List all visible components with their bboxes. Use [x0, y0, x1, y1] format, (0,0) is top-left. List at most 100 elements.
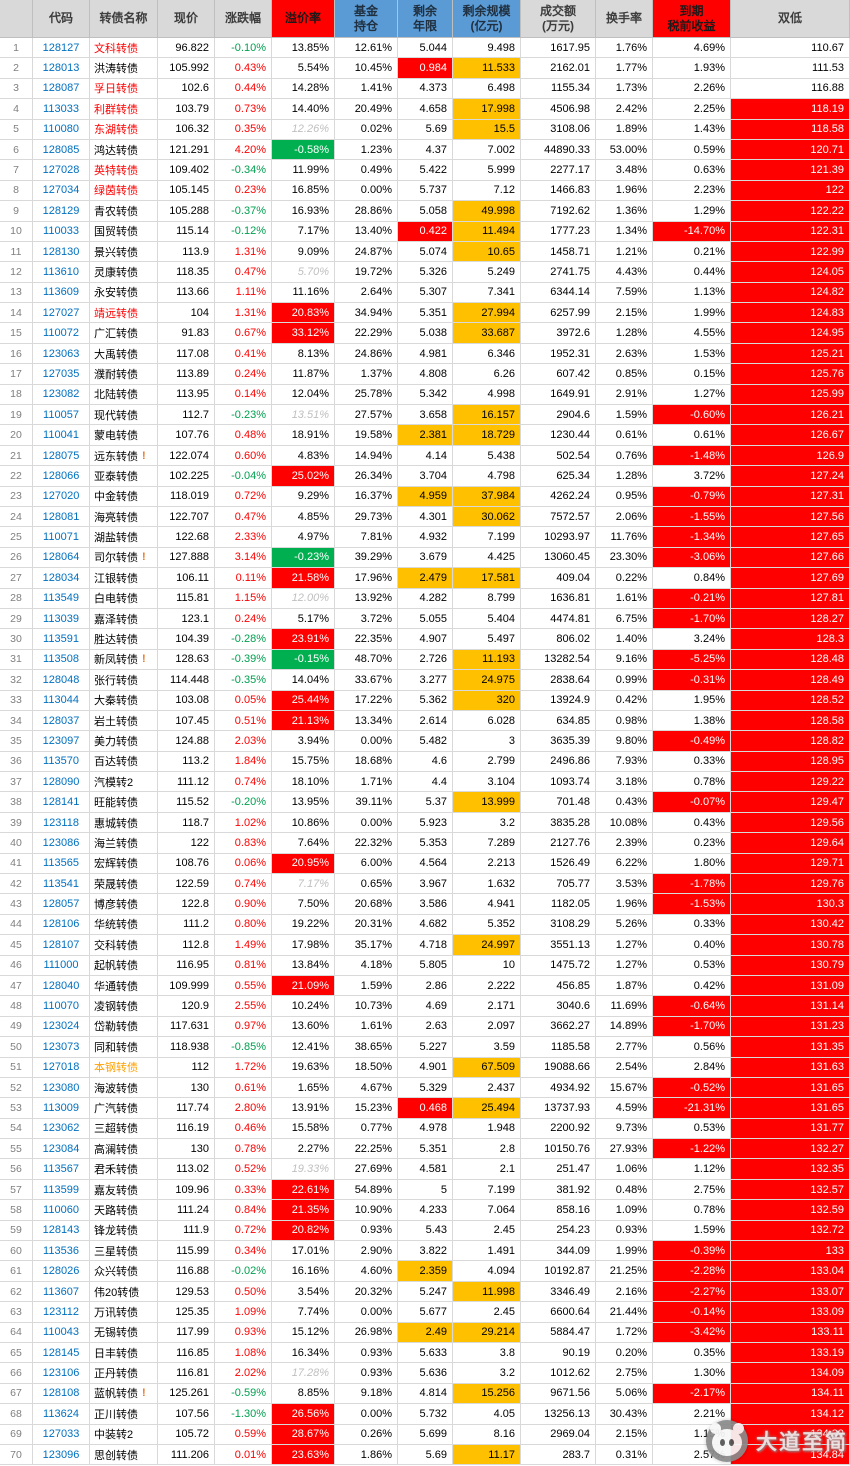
cell-turnover-rate[interactable]: 1.89% — [596, 119, 653, 140]
cell-name[interactable]: 海亮转债 — [90, 506, 158, 528]
cell-name[interactable]: 本钢转债 — [90, 1057, 158, 1078]
row-index[interactable]: 26 — [0, 547, 33, 569]
cell-fund-holding[interactable]: 1.41% — [335, 78, 398, 100]
cell-premium-rate[interactable]: 13.51% — [272, 405, 335, 426]
cell-remaining-size[interactable]: 37.984 — [453, 486, 521, 507]
cell-fund-holding[interactable]: 22.25% — [335, 1139, 398, 1160]
cell-turnover-rate[interactable]: 3.48% — [596, 160, 653, 181]
cell-premium-rate[interactable]: 3.94% — [272, 731, 335, 752]
cell-double-low[interactable]: 130.42 — [731, 914, 850, 936]
cell-remaining-size[interactable]: 15.256 — [453, 1383, 521, 1405]
cell-years-left[interactable]: 3.586 — [398, 894, 453, 915]
column-header-name[interactable]: 转债名称 — [90, 0, 158, 38]
cell-code[interactable]: 110041 — [33, 425, 90, 446]
cell-fund-holding[interactable]: 0.77% — [335, 1118, 398, 1140]
cell-turnover-rate[interactable]: 0.22% — [596, 568, 653, 589]
cell-remaining-size[interactable]: 7.199 — [453, 1179, 521, 1201]
cell-price[interactable]: 116.88 — [158, 1261, 215, 1282]
cell-code[interactable]: 113549 — [33, 588, 90, 609]
cell-fund-holding[interactable]: 0.26% — [335, 1424, 398, 1445]
cell-price[interactable]: 117.631 — [158, 1016, 215, 1038]
row-index[interactable]: 67 — [0, 1383, 33, 1405]
cell-name[interactable]: 现代转债 — [90, 405, 158, 426]
cell-premium-rate[interactable]: -0.23% — [272, 547, 335, 569]
cell-premium-rate[interactable]: 5.70% — [272, 262, 335, 283]
cell-code[interactable]: 128090 — [33, 772, 90, 793]
cell-price[interactable]: 109.96 — [158, 1179, 215, 1201]
cell-change[interactable]: 0.97% — [215, 1016, 272, 1038]
cell-turnover-rate[interactable]: 15.67% — [596, 1077, 653, 1099]
cell-remaining-size[interactable]: 5.249 — [453, 262, 521, 283]
cell-name[interactable]: 新凤转债! — [90, 649, 158, 671]
cell-ytm[interactable]: 1.80% — [653, 853, 731, 875]
cell-fund-holding[interactable]: 20.49% — [335, 99, 398, 120]
cell-price[interactable]: 112.7 — [158, 405, 215, 426]
cell-turnover-rate[interactable]: 1.36% — [596, 201, 653, 222]
cell-years-left[interactable]: 4.978 — [398, 1118, 453, 1140]
cell-premium-rate[interactable]: 20.83% — [272, 303, 335, 324]
cell-years-left[interactable]: 4.69 — [398, 996, 453, 1017]
cell-fund-holding[interactable]: 4.18% — [335, 955, 398, 976]
cell-double-low[interactable]: 129.76 — [731, 874, 850, 895]
cell-turnover-amount[interactable]: 1458.71 — [521, 241, 596, 263]
cell-code[interactable]: 111000 — [33, 955, 90, 976]
cell-ytm[interactable]: 3.24% — [653, 629, 731, 650]
cell-double-low[interactable]: 120.71 — [731, 139, 850, 161]
cell-code[interactable]: 128064 — [33, 547, 90, 569]
cell-price[interactable]: 125.35 — [158, 1302, 215, 1323]
cell-fund-holding[interactable]: 28.86% — [335, 201, 398, 222]
cell-years-left[interactable]: 5.69 — [398, 1444, 453, 1466]
cell-premium-rate[interactable]: 21.58% — [272, 568, 335, 589]
row-index[interactable]: 55 — [0, 1139, 33, 1160]
cell-turnover-amount[interactable]: 1155.34 — [521, 78, 596, 100]
cell-years-left[interactable]: 5.227 — [398, 1037, 453, 1058]
cell-years-left[interactable]: 2.49 — [398, 1322, 453, 1343]
cell-price[interactable]: 91.83 — [158, 323, 215, 344]
column-header-change[interactable]: 涨跌幅 — [215, 0, 272, 38]
cell-turnover-amount[interactable]: 1952.31 — [521, 343, 596, 365]
row-index[interactable]: 37 — [0, 772, 33, 793]
cell-double-low[interactable]: 118.58 — [731, 119, 850, 140]
cell-turnover-rate[interactable]: 5.26% — [596, 914, 653, 936]
row-index[interactable]: 58 — [0, 1200, 33, 1221]
cell-change[interactable]: 0.24% — [215, 608, 272, 630]
cell-price[interactable]: 113.9 — [158, 241, 215, 263]
cell-turnover-amount[interactable]: 13282.54 — [521, 649, 596, 671]
cell-remaining-size[interactable]: 6.26 — [453, 364, 521, 385]
row-index[interactable]: 52 — [0, 1077, 33, 1099]
cell-code[interactable]: 127034 — [33, 180, 90, 202]
cell-code[interactable]: 113565 — [33, 853, 90, 875]
cell-years-left[interactable]: 4.6 — [398, 751, 453, 773]
row-index[interactable]: 9 — [0, 201, 33, 222]
cell-remaining-size[interactable]: 11.998 — [453, 1281, 521, 1303]
cell-premium-rate[interactable]: 28.67% — [272, 1424, 335, 1445]
cell-remaining-size[interactable]: 7.199 — [453, 527, 521, 548]
cell-turnover-rate[interactable]: 2.39% — [596, 833, 653, 854]
cell-turnover-amount[interactable]: 3972.6 — [521, 323, 596, 344]
row-index[interactable]: 66 — [0, 1363, 33, 1384]
cell-turnover-amount[interactable]: 6344.14 — [521, 282, 596, 304]
cell-double-low[interactable]: 131.65 — [731, 1077, 850, 1099]
row-index[interactable]: 10 — [0, 221, 33, 242]
cell-change[interactable]: -0.85% — [215, 1037, 272, 1058]
cell-change[interactable]: -0.04% — [215, 466, 272, 487]
row-index[interactable]: 45 — [0, 935, 33, 956]
cell-code[interactable]: 123082 — [33, 384, 90, 406]
row-index[interactable]: 69 — [0, 1424, 33, 1445]
cell-code[interactable]: 128145 — [33, 1343, 90, 1364]
cell-fund-holding[interactable]: 20.68% — [335, 894, 398, 915]
cell-years-left[interactable]: 5.074 — [398, 241, 453, 263]
cell-code[interactable]: 128037 — [33, 710, 90, 732]
cell-fund-holding[interactable]: 35.17% — [335, 935, 398, 956]
cell-fund-holding[interactable]: 20.32% — [335, 1281, 398, 1303]
cell-ytm[interactable]: -2.27% — [653, 1281, 731, 1303]
cell-name[interactable]: 英特转债 — [90, 160, 158, 181]
cell-code[interactable]: 113567 — [33, 1159, 90, 1180]
cell-fund-holding[interactable]: 10.90% — [335, 1200, 398, 1221]
cell-turnover-amount[interactable]: 1777.23 — [521, 221, 596, 242]
cell-price[interactable]: 118.019 — [158, 486, 215, 507]
cell-name[interactable]: 锋龙转债 — [90, 1220, 158, 1242]
cell-premium-rate[interactable]: 23.91% — [272, 629, 335, 650]
cell-double-low[interactable]: 122.99 — [731, 241, 850, 263]
cell-change[interactable]: 1.49% — [215, 935, 272, 956]
